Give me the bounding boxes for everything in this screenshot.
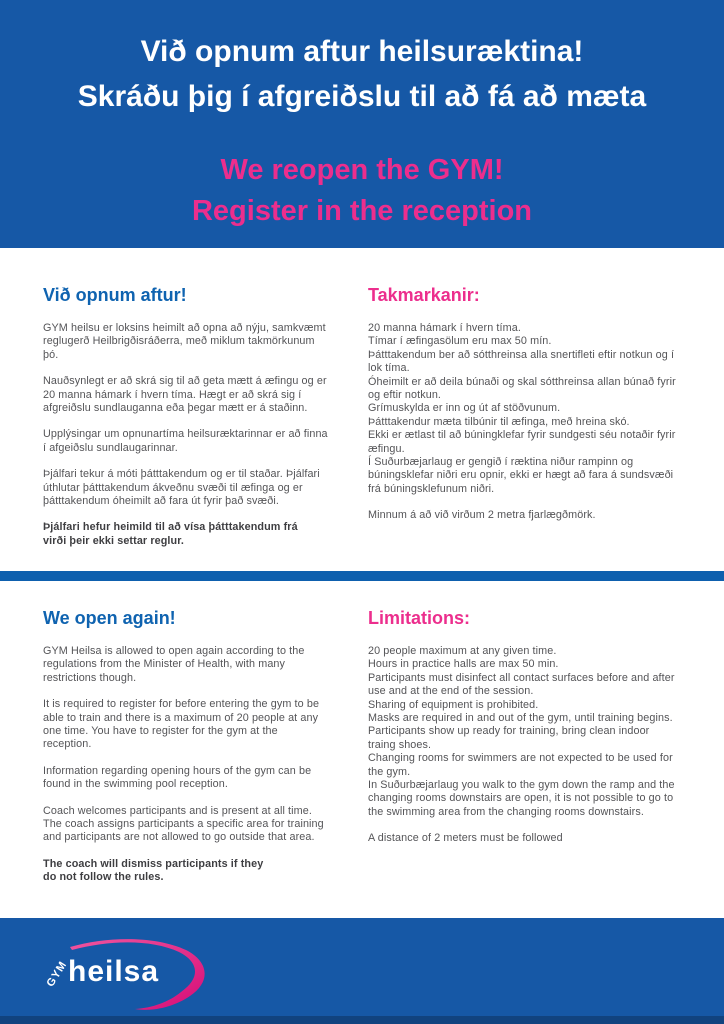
paragraph: Upplýsingar um opnunartíma heilsuræktari… xyxy=(43,428,328,454)
banner-line-icelandic: Við opnum aftur heilsuræktina! xyxy=(140,35,584,68)
rule-line: Participants must disinfect all contact … xyxy=(368,671,675,698)
rule-line: Þátttakendur mæta tilbúnir til æfinga, m… xyxy=(368,415,630,428)
paragraph: Information regarding opening hours of t… xyxy=(43,764,312,791)
icelandic-columns: Við opnum aftur! GYM heilsu er loksins h… xyxy=(0,285,724,548)
logo-heilsa-text: heilsa xyxy=(68,955,160,988)
english-limitations-heading: Limitations: xyxy=(368,608,470,628)
paragraph: Nauðsynlegt er að skrá sig til að geta m… xyxy=(43,375,327,415)
paragraph: Coach welcomes participants and is prese… xyxy=(43,804,324,844)
paragraph: It is required to register for before en… xyxy=(43,698,320,751)
banner-line-icelandic: Skráðu þig í afgreiðslu til að fá að mæt… xyxy=(77,80,647,113)
icelandic-info-column: Við opnum aftur! GYM heilsu er loksins h… xyxy=(43,285,329,548)
paragraph: GYM Heilsa is allowed to open again acco… xyxy=(43,645,305,684)
rule-line: Changing rooms for swimmers are not expe… xyxy=(368,752,673,778)
rule-line: Í Suðurbæjarlaug er gengið í ræktina nið… xyxy=(368,456,674,495)
banner-title-icelandic: Við opnum aftur heilsuræktina! Skráðu þig… xyxy=(0,29,724,119)
rule-line: Sharing of equipment is prohibited. xyxy=(368,698,539,711)
rule-line: Tímar í æfingasölum eru max 50 mín. xyxy=(368,335,552,348)
banner-line-english: We reopen the GYM! xyxy=(220,154,504,186)
footer: GYM heilsa xyxy=(0,918,724,1024)
english-info-heading: We open again! xyxy=(43,608,176,628)
rule-line: Óheimilt er að deila búnaði og skal sótt… xyxy=(368,375,676,402)
english-section: We open again! GYM Heilsa is allowed to … xyxy=(0,581,724,918)
banner: Við opnum aftur heilsuræktina! Skráðu þig… xyxy=(0,0,724,248)
icelandic-distance-reminder: Minnum á að við virðum 2 metra fjarlægðm… xyxy=(368,509,596,522)
icelandic-section: Við opnum aftur! GYM heilsu er loksins h… xyxy=(0,248,724,571)
english-rules-list: 20 people maximum at any given time. Hour… xyxy=(368,645,680,819)
icelandic-coach-warning: Þjálfari hefur heimild til að vísa þáttt… xyxy=(43,521,298,547)
rule-line: Participants show up ready for training,… xyxy=(368,725,650,751)
icelandic-limitations-column: Takmarkanir: 20 manna hámark í hvern tím… xyxy=(368,285,680,548)
gym-heilsa-logo: GYM heilsa xyxy=(36,936,236,1022)
english-columns: We open again! GYM Heilsa is allowed to … xyxy=(0,608,724,885)
paragraph: GYM heilsu er loksins heimilt að opna að… xyxy=(43,322,326,361)
rule-line: Ekki er ætlast til að búningklefar fyrir… xyxy=(368,429,676,455)
rule-line: Masks are required in and out of the gym… xyxy=(368,712,673,725)
rule-line: 20 manna hámark í hvern tíma. xyxy=(368,322,521,334)
paragraph: Þjálfari tekur á móti þátttakendum og er… xyxy=(43,468,320,508)
icelandic-rules-list: 20 manna hámark í hvern tíma. Tímar í æfi… xyxy=(368,322,680,496)
english-info-column: We open again! GYM Heilsa is allowed to … xyxy=(43,608,329,885)
icelandic-info-heading: Við opnum aftur! xyxy=(43,285,187,305)
rule-line: In Suðurbæjarlaug you walk to the gym do… xyxy=(368,779,675,818)
footer-bottom-strip xyxy=(0,1016,724,1024)
rule-line: Grímuskylda er inn og út af stöðvunum. xyxy=(368,402,561,415)
banner-line-english: Register in the reception xyxy=(191,195,532,227)
icelandic-info-paragraphs: GYM heilsu er loksins heimilt að opna að… xyxy=(43,322,329,508)
section-divider xyxy=(0,571,724,581)
rule-line: Þátttakendum ber að sótthreinsa alla sne… xyxy=(368,348,675,375)
icelandic-limitations-heading: Takmarkanir: xyxy=(368,285,480,305)
english-limitations-column: Limitations: 20 people maximum at any gi… xyxy=(368,608,680,885)
rule-line: Hours in practice halls are max 50 min. xyxy=(368,658,559,671)
english-coach-warning: The coach will dismiss participants if t… xyxy=(43,857,264,884)
english-distance-reminder: A distance of 2 meters must be followed xyxy=(368,832,563,845)
banner-title-english: We reopen the GYM! Register in the recept… xyxy=(0,150,724,232)
english-info-paragraphs: GYM Heilsa is allowed to open again acco… xyxy=(43,645,329,845)
logo-swoosh-icon xyxy=(70,939,205,1010)
rule-line: 20 people maximum at any given time. xyxy=(368,645,557,657)
